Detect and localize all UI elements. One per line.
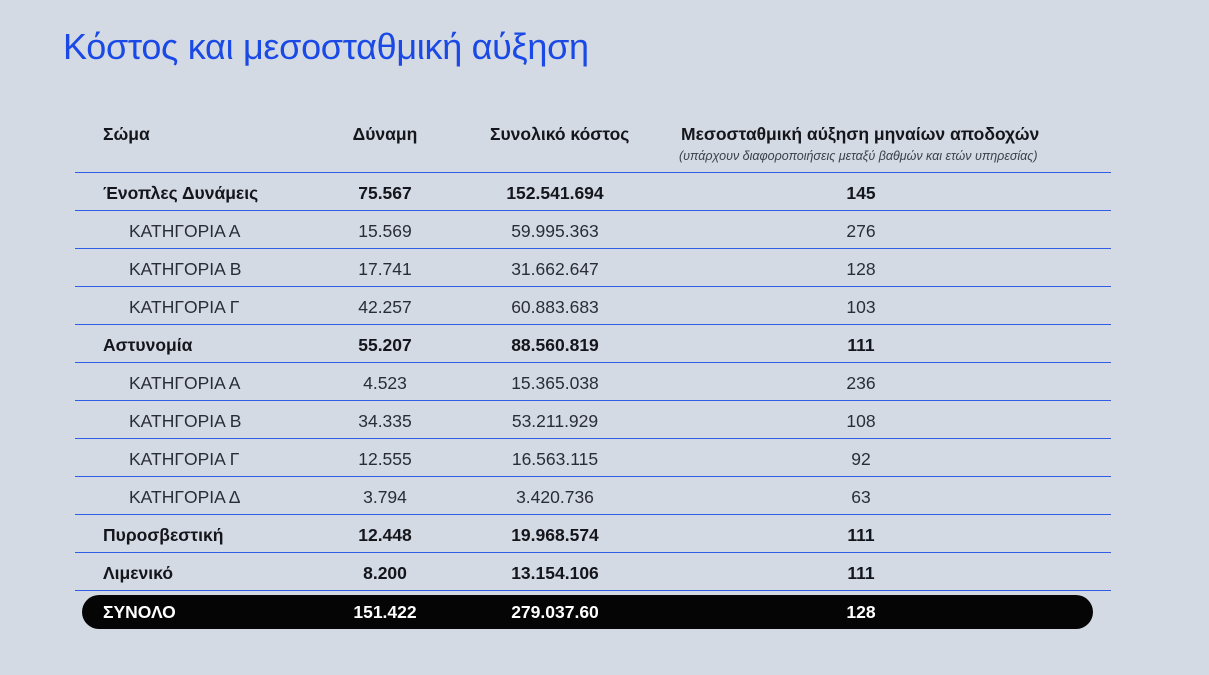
table-row-group: Πυροσβεστική 12.448 19.968.574 111: [0, 516, 1209, 554]
row-force: 12.448: [358, 525, 412, 545]
total-label: ΣΥΝΟΛΟ: [103, 602, 176, 622]
row-divider: [75, 324, 1111, 325]
row-name: Αστυνομία: [103, 335, 193, 355]
row-name: ΚΑΤΗΓΟΡΙΑ Δ: [129, 487, 241, 507]
table-row-category: ΚΑΤΗΓΟΡΙΑ Β 17.741 31.662.647 128: [0, 250, 1209, 288]
table-row-category: ΚΑΤΗΓΟΡΙΑ Β 34.335 53.211.929 108: [0, 402, 1209, 440]
row-divider: [75, 248, 1111, 249]
row-divider: [75, 362, 1111, 363]
row-name: Ένοπλες Δυνάμεις: [103, 183, 259, 203]
header-avg-increase-note: (υπάρχουν διαφοροποιήσεις μεταξύ βαθμών …: [679, 149, 1038, 163]
row-force: 3.794: [363, 487, 407, 507]
row-divider: [75, 514, 1111, 515]
header-force: Δύναμη: [352, 124, 418, 144]
row-force: 17.741: [358, 259, 412, 279]
row-increase: 111: [847, 563, 875, 583]
row-divider: [75, 590, 1111, 591]
row-divider: [75, 552, 1111, 553]
row-cost: 16.563.115: [511, 449, 599, 469]
row-cost: 152.541.694: [506, 183, 604, 203]
row-increase: 92: [851, 449, 871, 469]
header-total-cost: Συνολικό κόστος: [490, 124, 630, 144]
table-row-category: ΚΑΤΗΓΟΡΙΑ Γ 42.257 60.883.683 103: [0, 288, 1209, 326]
row-cost: 3.420.736: [516, 487, 594, 507]
table-row-category: ΚΑΤΗΓΟΡΙΑ Α 15.569 59.995.363 276: [0, 212, 1209, 250]
row-increase: 145: [846, 183, 876, 203]
row-cost: 53.211.929: [511, 411, 599, 431]
table-row-category: ΚΑΤΗΓΟΡΙΑ Γ 12.555 16.563.115 92: [0, 440, 1209, 478]
row-cost: 60.883.683: [511, 297, 599, 317]
row-force: 12.555: [358, 449, 412, 469]
total-row: ΣΥΝΟΛΟ 151.422 279.037.60 128: [0, 595, 1209, 629]
row-divider: [75, 286, 1111, 287]
row-name: ΚΑΤΗΓΟΡΙΑ Β: [129, 259, 242, 279]
row-increase: 111: [847, 335, 875, 355]
total-bar: [82, 595, 1093, 629]
table-row-group: Ένοπλες Δυνάμεις 75.567 152.541.694 145: [0, 174, 1209, 212]
header-body: Σώμα: [103, 124, 150, 144]
row-increase: 103: [846, 297, 876, 317]
row-divider: [75, 210, 1111, 211]
row-increase: 108: [846, 411, 876, 431]
table-row-category: ΚΑΤΗΓΟΡΙΑ Δ 3.794 3.420.736 63: [0, 478, 1209, 516]
row-force: 4.523: [363, 373, 407, 393]
row-cost: 19.968.574: [511, 525, 599, 545]
row-cost: 31.662.647: [511, 259, 599, 279]
row-force: 8.200: [363, 563, 407, 583]
row-cost: 13.154.106: [511, 563, 599, 583]
row-increase: 63: [851, 487, 871, 507]
table-row-group: Αστυνομία 55.207 88.560.819 111: [0, 326, 1209, 364]
row-increase: 111: [847, 525, 875, 545]
row-divider: [75, 172, 1111, 173]
row-name: ΚΑΤΗΓΟΡΙΑ Α: [129, 221, 241, 241]
row-increase: 276: [846, 221, 876, 241]
row-divider: [75, 400, 1111, 401]
row-divider: [75, 476, 1111, 477]
row-name: ΚΑΤΗΓΟΡΙΑ Γ: [129, 297, 240, 317]
row-force: 75.567: [358, 183, 412, 203]
row-name: ΚΑΤΗΓΟΡΙΑ Β: [129, 411, 242, 431]
row-increase: 236: [846, 373, 876, 393]
table-row-category: ΚΑΤΗΓΟΡΙΑ Α 4.523 15.365.038 236: [0, 364, 1209, 402]
total-increase: 128: [846, 602, 876, 622]
row-force: 55.207: [358, 335, 412, 355]
row-divider: [75, 438, 1111, 439]
row-name: ΚΑΤΗΓΟΡΙΑ Γ: [129, 449, 240, 469]
row-name: Πυροσβεστική: [103, 525, 224, 545]
row-name: Λιμενικό: [103, 563, 174, 583]
row-increase: 128: [846, 259, 876, 279]
total-cost: 279.037.60: [511, 602, 599, 622]
row-force: 15.569: [358, 221, 412, 241]
row-cost: 88.560.819: [511, 335, 599, 355]
row-force: 42.257: [358, 297, 412, 317]
table-row-group: Λιμενικό 8.200 13.154.106 111: [0, 554, 1209, 592]
row-force: 34.335: [358, 411, 412, 431]
row-cost: 15.365.038: [511, 373, 599, 393]
row-cost: 59.995.363: [511, 221, 599, 241]
total-force: 151.422: [353, 602, 417, 622]
header-avg-increase: Μεσοσταθμική αύξηση μηναίων αποδοχών: [681, 124, 1040, 144]
page-title: Κόστος και μεσοσταθμική αύξηση: [63, 26, 589, 67]
row-name: ΚΑΤΗΓΟΡΙΑ Α: [129, 373, 241, 393]
